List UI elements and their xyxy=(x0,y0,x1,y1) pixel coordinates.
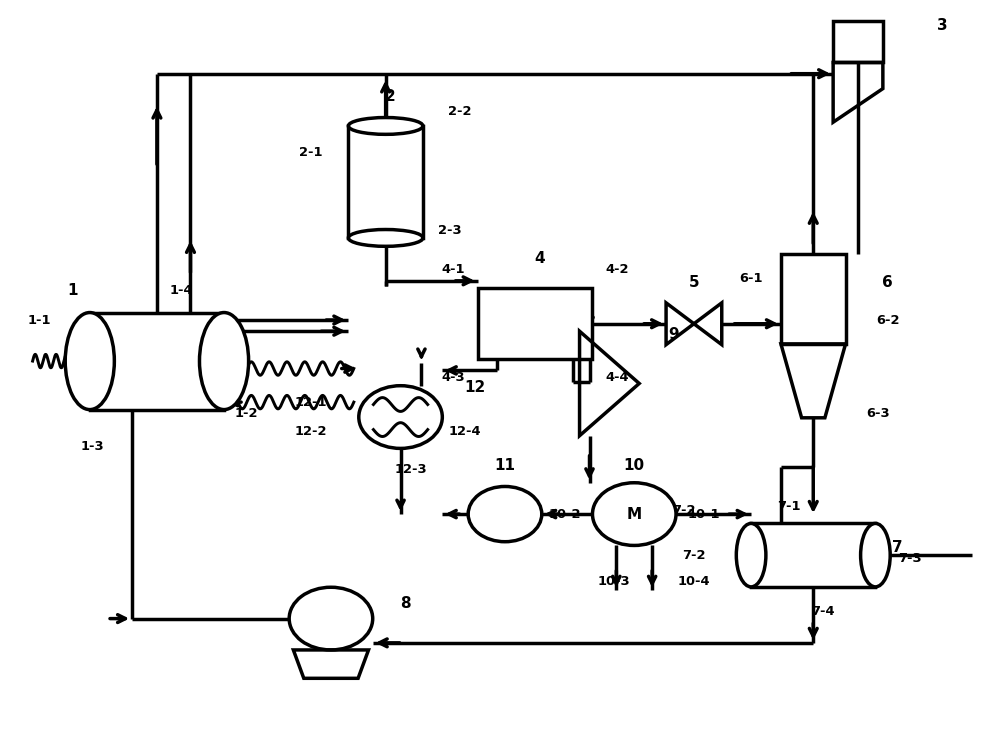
Text: 7: 7 xyxy=(892,540,903,555)
Text: 12-1: 12-1 xyxy=(295,396,327,408)
Text: 12-4: 12-4 xyxy=(449,426,481,438)
Text: 4-4: 4-4 xyxy=(605,371,629,384)
Text: 8: 8 xyxy=(400,596,411,611)
Text: 2-1: 2-1 xyxy=(299,146,323,159)
Polygon shape xyxy=(666,303,694,344)
Text: 2-2: 2-2 xyxy=(448,105,472,117)
Text: 7-2: 7-2 xyxy=(672,504,696,517)
Text: 12-2: 12-2 xyxy=(295,426,327,438)
Text: 7-4: 7-4 xyxy=(811,605,835,617)
Text: 7-2: 7-2 xyxy=(682,549,706,562)
Ellipse shape xyxy=(348,117,423,135)
Text: 6-3: 6-3 xyxy=(866,407,890,420)
Text: 4-1: 4-1 xyxy=(441,263,465,276)
Bar xyxy=(478,288,592,359)
Bar xyxy=(781,253,846,344)
Text: 9: 9 xyxy=(669,327,679,342)
Ellipse shape xyxy=(736,523,766,587)
Text: 1-1: 1-1 xyxy=(28,314,51,326)
Text: 11: 11 xyxy=(494,458,515,473)
Bar xyxy=(90,313,224,410)
Text: 1-2: 1-2 xyxy=(235,407,258,420)
Text: 2: 2 xyxy=(385,89,396,104)
Ellipse shape xyxy=(861,523,890,587)
Text: 10-4: 10-4 xyxy=(678,575,710,588)
Text: 4-3: 4-3 xyxy=(441,371,465,384)
Text: 7-1: 7-1 xyxy=(777,500,800,513)
Circle shape xyxy=(359,386,442,448)
Text: 6-2: 6-2 xyxy=(876,314,900,326)
Text: 3: 3 xyxy=(937,17,948,32)
Text: 1-4: 1-4 xyxy=(170,284,194,296)
Polygon shape xyxy=(694,303,722,344)
Bar xyxy=(348,126,423,238)
Ellipse shape xyxy=(199,313,249,410)
Text: 4-2: 4-2 xyxy=(605,263,629,276)
Text: M: M xyxy=(627,507,642,522)
Circle shape xyxy=(468,487,542,541)
Bar xyxy=(751,523,875,587)
Text: 10-3: 10-3 xyxy=(598,575,631,588)
Text: 5: 5 xyxy=(689,275,699,290)
Text: 4: 4 xyxy=(534,251,545,266)
Circle shape xyxy=(592,483,676,545)
Text: 2-3: 2-3 xyxy=(438,224,462,237)
Text: 10-1: 10-1 xyxy=(688,508,720,520)
Text: 1-3: 1-3 xyxy=(80,441,104,453)
Text: 6: 6 xyxy=(882,275,893,290)
Text: 10-2: 10-2 xyxy=(548,508,581,520)
Text: 12: 12 xyxy=(465,380,486,395)
Text: 12-3: 12-3 xyxy=(394,462,427,476)
Text: 6-1: 6-1 xyxy=(739,272,762,286)
Ellipse shape xyxy=(348,229,423,247)
Text: 7-3: 7-3 xyxy=(898,553,921,566)
Text: 10: 10 xyxy=(624,458,645,473)
Text: 1: 1 xyxy=(67,283,78,298)
Circle shape xyxy=(289,587,373,650)
Ellipse shape xyxy=(65,313,114,410)
